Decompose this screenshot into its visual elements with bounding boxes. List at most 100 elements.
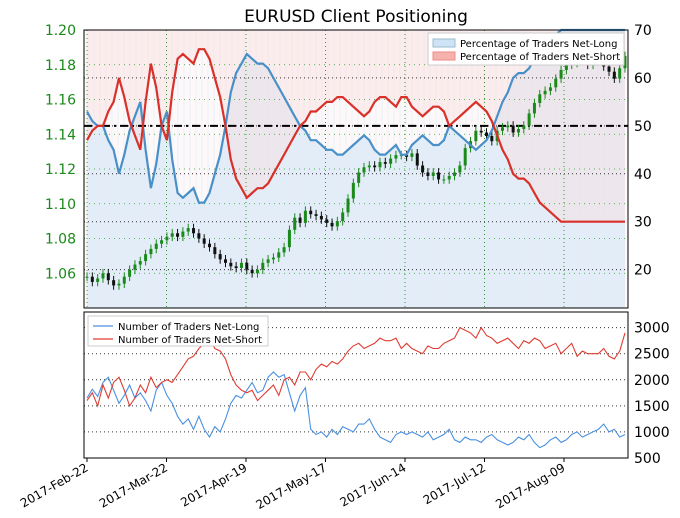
top-frame	[83, 29, 629, 309]
candle-body	[538, 94, 542, 103]
count-tick-label: 2000	[634, 373, 670, 389]
candle-body	[522, 125, 526, 130]
candle-body	[282, 247, 286, 253]
candle-body	[351, 182, 355, 199]
candle-body	[346, 198, 350, 213]
candle-body	[112, 280, 116, 286]
bottom-panel: 500 1000 1500 2000 2500 3000 Number of Traders…	[83, 311, 670, 467]
legend-label: Number of Traders Net-Short	[118, 335, 262, 346]
legend-swatch-short	[432, 51, 456, 61]
count-tick-label: 1500	[634, 399, 670, 415]
candle-body	[213, 247, 217, 255]
candle-body	[266, 259, 270, 263]
candle-body	[362, 167, 366, 173]
price-tick-label: 1.12	[45, 162, 76, 178]
candle-body	[223, 259, 227, 263]
candle-body	[261, 262, 265, 270]
net-long-count-line	[86, 371, 626, 449]
candle-body	[623, 56, 627, 69]
candle-body	[357, 172, 361, 183]
price-tick-label: 1.14	[45, 127, 76, 143]
candle-body	[181, 231, 185, 237]
percent-tick-label: 40	[634, 167, 652, 183]
count-tick-label: 1000	[634, 425, 670, 441]
candle-body	[607, 66, 611, 72]
count-tick-label: 500	[634, 451, 661, 467]
candle-body	[154, 243, 158, 249]
candle-body	[506, 125, 510, 128]
candle-body	[186, 228, 190, 232]
candle-body	[85, 276, 89, 278]
candle-body	[447, 175, 451, 180]
candle-body	[117, 283, 121, 286]
price-tick-label: 1.08	[45, 232, 76, 248]
candle-body	[410, 153, 414, 157]
candle-body	[500, 127, 504, 131]
net-long-area	[87, 30, 625, 308]
candle-body	[122, 276, 126, 284]
net-short-count-line	[86, 326, 626, 408]
candle-body	[431, 172, 435, 176]
candle-body	[389, 158, 393, 164]
candle-body	[192, 228, 196, 234]
candle-body	[421, 165, 425, 173]
candle-body	[559, 69, 563, 79]
price-tick-label: 1.20	[45, 23, 76, 39]
candle-body	[543, 90, 547, 95]
legend-label: Number of Traders Net-Long	[118, 322, 259, 333]
candle-body	[277, 252, 281, 258]
percent-tick-label: 20	[634, 263, 652, 279]
candle-body	[314, 214, 318, 216]
chart-title: EURUSD Client Positioning	[244, 7, 468, 27]
candle-body	[378, 162, 382, 168]
candle-body	[170, 233, 174, 237]
candle-body	[255, 269, 259, 274]
price-tick-label: 1.10	[45, 197, 76, 213]
candle-body	[144, 254, 148, 262]
candle-body	[415, 153, 419, 166]
candle-body	[293, 217, 297, 230]
percent-tick-label: 60	[634, 71, 652, 87]
candle-body	[463, 148, 467, 166]
candle-body	[474, 130, 478, 142]
count-tick-label: 3000	[634, 321, 670, 337]
candle-body	[90, 276, 94, 282]
candle-body	[532, 102, 536, 114]
candle-body	[511, 125, 515, 133]
candle-body	[234, 266, 238, 269]
candle-body	[208, 243, 212, 248]
candle-body	[319, 215, 323, 220]
candle-body	[229, 262, 233, 267]
net-short-line	[86, 48, 625, 223]
count-tick-label: 2500	[634, 347, 670, 363]
candle-body	[479, 130, 483, 133]
legend-label: Percentage of Traders Net-Short	[460, 52, 620, 63]
candle-body	[298, 217, 302, 223]
candle-body	[516, 129, 520, 133]
candle-body	[612, 71, 616, 79]
candle-body	[106, 273, 110, 281]
candle-body	[548, 87, 552, 91]
candle-body	[165, 236, 169, 241]
percent-tick-label: 50	[634, 119, 652, 135]
percent-tick-label: 70	[634, 23, 652, 39]
legend-swatch-long	[432, 38, 456, 48]
candle-body	[271, 257, 275, 260]
x-tick-label: 2017-Jul-12	[421, 460, 488, 507]
candle-body	[303, 210, 307, 223]
candle-body	[330, 222, 334, 227]
candle-body	[176, 233, 180, 237]
candle-body	[138, 261, 142, 265]
candle-body	[485, 132, 489, 136]
x-tick-label: 2017-Feb-22	[18, 460, 91, 510]
candle-body	[197, 233, 201, 239]
candle-body	[341, 212, 345, 222]
x-axis: 2017-Feb-22 2017-Mar-22 2017-Apr-19 2017-Ma…	[18, 458, 568, 512]
candle-body	[128, 269, 132, 277]
candle-body	[442, 179, 446, 181]
candle-body	[245, 262, 249, 270]
net-short-area	[87, 30, 625, 222]
x-tick-label: 2017-Aug-09	[493, 460, 567, 511]
x-tick-label: 2017-Apr-19	[178, 460, 249, 509]
